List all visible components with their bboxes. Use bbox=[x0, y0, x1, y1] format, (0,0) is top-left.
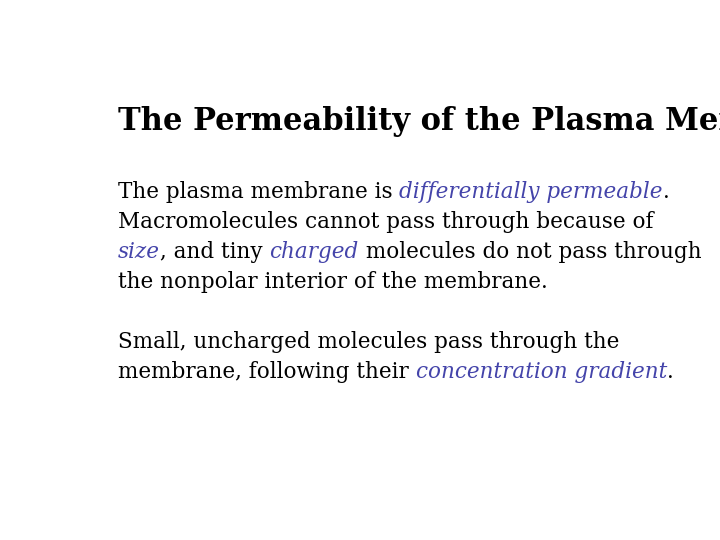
Text: differentially permeable: differentially permeable bbox=[400, 181, 663, 203]
Text: membrane, following their: membrane, following their bbox=[118, 361, 415, 383]
Text: Macromolecules cannot pass through because of: Macromolecules cannot pass through becau… bbox=[118, 211, 654, 233]
Text: .: . bbox=[663, 181, 670, 203]
Text: concentration gradient: concentration gradient bbox=[415, 361, 667, 383]
Text: The Permeability of the Plasma Membrane: The Permeability of the Plasma Membrane bbox=[118, 106, 720, 137]
Text: The plasma membrane is: The plasma membrane is bbox=[118, 181, 400, 203]
Text: .: . bbox=[667, 361, 673, 383]
Text: Small, uncharged molecules pass through the: Small, uncharged molecules pass through … bbox=[118, 331, 619, 353]
Text: , and tiny: , and tiny bbox=[160, 241, 269, 263]
Text: molecules do not pass through: molecules do not pass through bbox=[359, 241, 701, 263]
Text: the nonpolar interior of the membrane.: the nonpolar interior of the membrane. bbox=[118, 271, 548, 293]
Text: size: size bbox=[118, 241, 160, 263]
Text: charged: charged bbox=[269, 241, 359, 263]
